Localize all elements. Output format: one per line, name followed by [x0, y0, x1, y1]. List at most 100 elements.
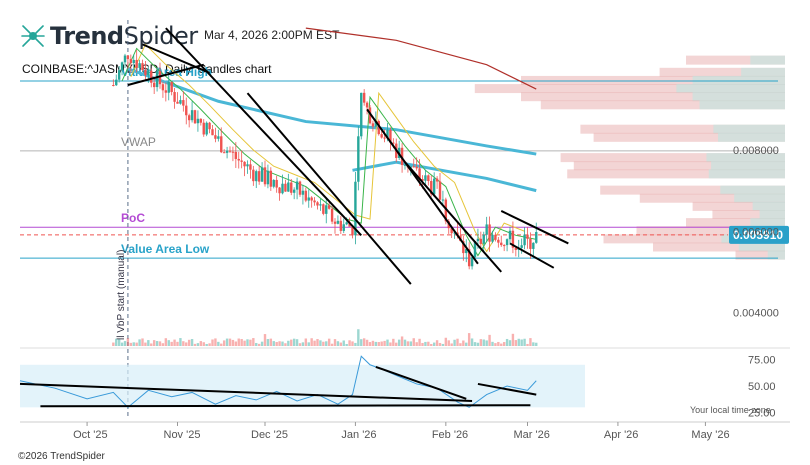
volume-bar — [138, 339, 141, 346]
candle-body — [295, 181, 299, 190]
volume-bar — [488, 334, 491, 346]
volume-profile-bar — [636, 226, 785, 236]
volume-bar — [397, 339, 401, 346]
volume-bar — [368, 342, 372, 346]
volume-bar — [313, 340, 316, 346]
volume-bar — [281, 341, 284, 346]
volume-profile-bar — [567, 169, 785, 179]
candle-body — [249, 164, 252, 170]
volume-bar — [450, 343, 453, 346]
candle-body — [465, 249, 468, 254]
volume-bar — [316, 339, 319, 346]
volume-bar — [208, 343, 211, 346]
volume-bar — [217, 341, 220, 346]
brand-name: TrendSpider — [50, 22, 198, 50]
volume-bar — [532, 342, 535, 346]
volume-bar — [459, 343, 462, 346]
volume-bar — [348, 340, 351, 346]
volume-bar — [462, 340, 465, 346]
volume-bar — [199, 341, 203, 346]
candle-body — [500, 242, 503, 246]
candle-body — [205, 122, 208, 135]
volume-bar — [214, 338, 217, 346]
volume-bar — [351, 341, 354, 346]
x-axis-tick-label: Apr '26 — [604, 429, 639, 441]
volume-bar — [386, 339, 389, 346]
volume-bar — [383, 340, 386, 346]
x-axis-tick-label: Jan '26 — [341, 429, 376, 441]
candle-body — [217, 136, 220, 139]
volume-bar — [257, 343, 261, 346]
volume-bar — [173, 339, 176, 346]
volume-bar — [182, 341, 185, 346]
volume-bar — [190, 339, 194, 346]
volume-bar — [427, 341, 430, 346]
candle-body — [386, 129, 389, 138]
candle-body — [120, 62, 124, 71]
volume-bar — [179, 338, 182, 346]
volume-bar — [508, 340, 512, 346]
candle-body — [275, 179, 278, 188]
volume-bar — [336, 341, 340, 346]
volume-bar — [278, 341, 281, 346]
volume-bar — [535, 342, 538, 346]
volume-bar — [333, 339, 337, 346]
ema-slow-line — [121, 47, 537, 257]
price-trendline — [509, 242, 555, 269]
candle-body — [327, 205, 331, 209]
volume-bar — [441, 343, 445, 346]
volume-profile-bar-up — [767, 250, 785, 260]
candle-body — [243, 161, 246, 167]
volume-bar — [517, 338, 520, 346]
x-axis-tick-label: Feb '26 — [432, 429, 468, 441]
candle-body — [278, 187, 281, 194]
candle-body — [167, 81, 170, 93]
volume-bar — [120, 342, 124, 346]
logo: TrendSpider — [20, 22, 198, 50]
volume-bar — [424, 341, 427, 346]
volume-bar — [176, 341, 179, 346]
volume-bar — [304, 338, 308, 346]
candle-body — [424, 175, 427, 181]
volume-bar — [456, 338, 459, 346]
candle-body — [470, 257, 474, 267]
volume-bar — [152, 340, 156, 346]
volume-profile-bar — [653, 242, 785, 252]
volume-bar — [400, 336, 404, 346]
candle-body — [485, 224, 488, 235]
candle-body — [357, 136, 360, 182]
volume-bar — [444, 337, 448, 346]
volume-profile-bar-up — [708, 169, 785, 179]
volume-profile-bar — [692, 201, 785, 211]
volume-bar — [494, 343, 497, 346]
volume-bar — [185, 342, 188, 346]
volume-bar — [243, 340, 246, 346]
volume-profile-bar-up — [750, 55, 785, 65]
candle-body — [333, 221, 337, 224]
volume-bar — [322, 341, 325, 346]
candle-body — [482, 234, 485, 244]
price-axis-tick: 0.004000 — [733, 308, 779, 320]
candle-body — [415, 166, 418, 169]
candle-body — [374, 120, 378, 127]
candle-body — [138, 63, 141, 68]
candle-body — [441, 199, 445, 201]
candle-body — [319, 204, 322, 206]
candle-body — [129, 59, 133, 64]
candle-body — [354, 181, 357, 236]
candle-body — [208, 122, 211, 130]
candle-body — [508, 230, 512, 240]
volume-bar — [523, 338, 526, 346]
candle-body — [199, 118, 203, 123]
candle-body — [310, 197, 313, 201]
volume-bar — [476, 342, 480, 346]
candle-body — [348, 222, 351, 227]
volume-bar — [342, 340, 345, 346]
candle-body — [132, 59, 135, 64]
volume-profile-bar — [686, 55, 785, 65]
volume-bar — [147, 340, 150, 346]
volume-bar — [339, 342, 343, 346]
volume-profile-bar — [580, 124, 785, 134]
volume-bar — [255, 342, 258, 346]
candle-body — [497, 239, 500, 243]
